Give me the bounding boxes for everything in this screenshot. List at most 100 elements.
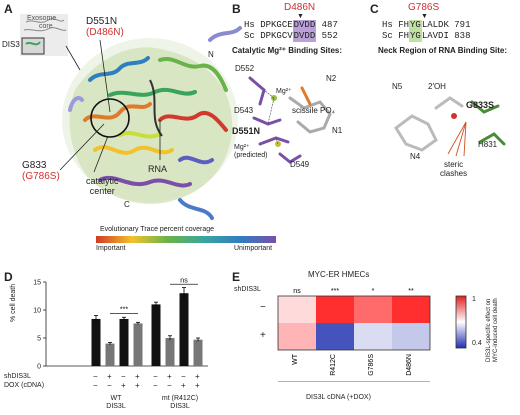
mutation-g833: G833 (G786S): [22, 160, 60, 182]
thumb-text: Exosome core: [27, 15, 56, 31]
row-minus-label: −: [260, 302, 266, 313]
bar: [179, 293, 189, 366]
bar: [151, 304, 161, 366]
panel-e-title: MYC-ER HMECs: [308, 270, 370, 279]
dox-sign: +: [121, 381, 126, 390]
mutation-d486n-label: (D486N): [86, 27, 124, 38]
shdis3l-sign: −: [181, 372, 186, 381]
label-mg-predicted: Mg²⁺ (predicted): [234, 144, 268, 159]
group-wt-label: WT DIS3L: [106, 395, 126, 410]
colorbar-label: DIS3L-specific effect on MYC-induced cel…: [486, 298, 499, 362]
scale-left-label: Important: [96, 245, 126, 252]
shdis3l-sign: −: [93, 372, 98, 381]
heatmap-cell: [278, 323, 316, 350]
panel-e-label: E: [232, 270, 241, 284]
significance-label: *: [372, 288, 375, 295]
rna-label: RNA: [148, 164, 168, 174]
significance-label: **: [408, 288, 414, 295]
column-label: G786S: [368, 354, 375, 376]
catalytic-circle: [90, 98, 130, 138]
dox-sign: +: [195, 381, 200, 390]
heatmap-border: [277, 295, 431, 351]
label-steric-clashes: steric clashes: [440, 160, 468, 178]
bar: [91, 318, 101, 366]
heatmap-cell: [354, 323, 392, 350]
panel-c-title: Neck Region of RNA Binding Site:: [378, 46, 508, 55]
heatmap-cell: [392, 296, 430, 323]
panel-e-colorbar: [455, 295, 467, 349]
y-tick-label: 15: [33, 280, 41, 287]
bar: [105, 343, 115, 366]
significance-label: ***: [331, 288, 339, 295]
panel-d-ylabel: % cell death: [10, 283, 17, 322]
dox-sign: −: [167, 381, 172, 390]
rna-strand: [149, 79, 163, 137]
panel-d-shdis3l-label: shDIS3L: [4, 373, 31, 380]
y-tick-label: 0: [37, 364, 41, 371]
colorbar-bottom-label: 0.4: [472, 340, 482, 347]
shdis3l-sign: −: [153, 372, 158, 381]
label-mg: Mg²⁺: [276, 88, 292, 95]
label-2oh: 2′OH: [428, 82, 446, 91]
panel-d-bar-chart: 0 5 10 15 *** ns: [33, 278, 208, 371]
shdis3l-sign: −: [121, 372, 126, 381]
panel-c-label: C: [370, 2, 379, 16]
panel-e-shdis3l: shDIS3L: [234, 286, 261, 293]
column-label: WT: [292, 353, 299, 365]
group-mt-label: mt (R412C) DIS3L: [161, 395, 199, 410]
shdis3l-sign: +: [135, 372, 140, 381]
seq-row-hs: Hs DPKGCEDVDD 487: [244, 20, 338, 31]
thumb-line-2: core: [39, 23, 53, 30]
scale-title: Evolutionary Trace percent coverage: [100, 226, 215, 233]
label-h831: H831: [478, 140, 498, 149]
dox-sign: −: [153, 381, 158, 390]
scale-right-label: Unimportant: [234, 245, 273, 252]
dox-sign: −: [107, 381, 112, 390]
bar: [133, 323, 143, 366]
heatmap-cell: [392, 323, 430, 350]
heatmap-cell: [278, 296, 316, 323]
panel-b-structure: [248, 76, 332, 164]
label-n1: N1: [332, 126, 343, 135]
label-d549: D549: [290, 160, 310, 169]
thumbnail-highlight: [21, 37, 45, 55]
c-terminus-label: C: [124, 200, 130, 209]
shdis3l-sign: +: [107, 372, 112, 381]
bar: [193, 339, 203, 366]
panel-b-title: Catalytic Mg²⁺ Binding Sites:: [232, 46, 343, 55]
panel-e-heatmap: ns *** * **WT R412C G786S D486N: [277, 288, 431, 382]
heatmap-cell: [316, 323, 354, 350]
heatmap-cell: [354, 296, 392, 323]
heatmap-cell: [316, 296, 354, 323]
y-tick-label: 10: [33, 308, 41, 315]
label-n5: N5: [392, 82, 403, 91]
sig-label-2: ns: [180, 278, 188, 284]
thumb-line-1: Exosome: [27, 15, 57, 22]
protein-structure: [62, 26, 242, 220]
mutation-g833-label: G833: [22, 160, 47, 171]
panel-d-label: D: [4, 270, 13, 284]
column-label: D486N: [406, 354, 413, 376]
y-tick-label: 5: [37, 336, 41, 343]
n-terminus-label: N: [208, 50, 214, 59]
panel-c-structure: [393, 96, 506, 157]
label-g833s: G833S: [466, 100, 495, 110]
label-n2: N2: [326, 74, 337, 83]
sig-label-1: ***: [120, 306, 128, 313]
shdis3l-sign: +: [195, 372, 200, 381]
colorbar-top-label: 1: [472, 296, 476, 303]
panel-b-mutation: D486N: [284, 2, 316, 13]
label-n4: N4: [410, 152, 421, 161]
mutation-g786s-label: (G786S): [22, 171, 60, 182]
panel-d-dox-label: DOX (cDNA): [4, 382, 45, 389]
panel-b-alignment: Hs DPKGCEDVDD 487 Sc DPKGCVDVDD 552: [244, 20, 338, 42]
coverage-scale-bar: [96, 236, 276, 243]
dox-sign: −: [93, 381, 98, 390]
thumb-dis3-label: DIS3: [2, 40, 20, 49]
dox-sign: +: [181, 381, 186, 390]
significance-label: ns: [293, 288, 301, 295]
label-d552: D552: [235, 64, 255, 73]
column-label: R412C: [330, 354, 337, 376]
dox-sign: +: [135, 381, 140, 390]
seq-row-hs-c: Hs FHYGLALDK 791: [382, 20, 471, 31]
